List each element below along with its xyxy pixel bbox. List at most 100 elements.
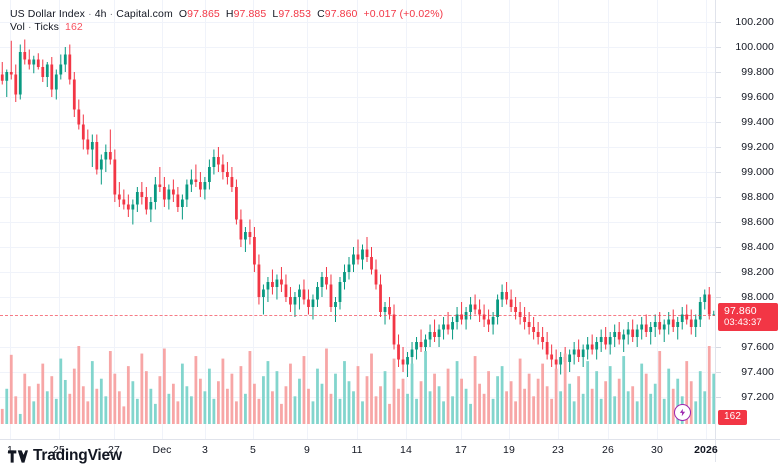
volume-bar	[559, 391, 563, 424]
volume-bar	[95, 388, 99, 424]
volume-bar	[685, 361, 689, 424]
candle-body	[271, 282, 274, 287]
volume-bar	[514, 401, 518, 424]
price-tick	[716, 72, 721, 73]
candle-body	[554, 359, 558, 365]
volume-bar	[469, 403, 472, 424]
candle-body	[158, 184, 162, 187]
gridline-vertical	[205, 0, 206, 439]
volume-bar	[27, 386, 31, 424]
candle-body	[680, 314, 684, 322]
candle-body	[95, 142, 99, 170]
volume-bar	[649, 393, 653, 424]
candle-body	[478, 309, 481, 315]
lightning-bolt-icon[interactable]	[674, 404, 691, 421]
current-price-badge[interactable]: 97.860 03:43:37	[718, 302, 778, 331]
volume-bar	[45, 391, 49, 424]
chart-canvas[interactable]	[0, 0, 716, 440]
candle-body	[81, 124, 85, 140]
candle-body	[626, 329, 630, 335]
candle-body	[203, 182, 207, 190]
volume-bar	[577, 376, 581, 424]
volume-bar	[239, 366, 243, 424]
candle-body	[595, 342, 599, 350]
volume-bar	[550, 398, 554, 424]
volume-bar	[226, 388, 229, 424]
volume-bar	[275, 371, 279, 424]
volume-bar	[581, 393, 585, 424]
candle-body	[77, 109, 81, 125]
gridline-vertical	[608, 0, 609, 439]
volume-bar	[122, 406, 126, 424]
volume-bar	[523, 388, 527, 424]
volume-bar	[194, 356, 198, 424]
candle-body	[617, 332, 621, 340]
gridline-vertical	[509, 0, 510, 439]
candle-body	[532, 327, 536, 332]
candle-body	[162, 187, 166, 200]
volume-value-badge[interactable]: 162	[718, 410, 747, 425]
volume-bar	[662, 398, 666, 424]
price-tick	[716, 372, 721, 373]
volume-bar	[590, 388, 594, 424]
volume-bar	[325, 348, 328, 424]
candle-body	[649, 327, 653, 332]
gridline-vertical	[59, 0, 60, 439]
candle-body	[500, 292, 504, 300]
candle-body	[541, 337, 545, 342]
gridline-vertical	[357, 0, 358, 439]
price-scale-axis[interactable]: 97.860 03:43:37 162 100.200 100.000 99.800…	[716, 0, 780, 440]
volume-bar	[244, 393, 247, 424]
candle-body	[451, 322, 454, 330]
volume-bar	[329, 393, 333, 424]
volume-bar	[23, 373, 27, 424]
candle-body	[568, 354, 572, 362]
volume-bar	[113, 373, 117, 424]
candle-body	[257, 264, 261, 297]
price-tick	[716, 247, 721, 248]
candle-body	[284, 284, 288, 297]
volume-bar	[144, 371, 148, 424]
candle-body	[388, 307, 391, 315]
candle-body	[334, 302, 337, 307]
candle-body	[266, 282, 270, 290]
volume-bar	[99, 378, 103, 424]
time-scale-axis[interactable]: 12527Dec359111417192326302026	[0, 440, 718, 462]
candle-body	[104, 152, 108, 160]
candle-body	[275, 279, 279, 287]
candle-body	[397, 344, 400, 360]
volume-bar	[108, 351, 112, 424]
candle-body	[509, 299, 513, 307]
volume-bar	[126, 366, 130, 424]
candle-body	[410, 349, 414, 357]
candle-body	[293, 297, 297, 305]
gridline-vertical	[307, 0, 308, 439]
candle-body	[491, 317, 495, 325]
volume-bar	[536, 378, 540, 424]
price-tick	[716, 122, 721, 123]
candle-body	[298, 289, 301, 297]
candle-body	[424, 339, 427, 347]
candle-body	[406, 357, 409, 365]
candle-body	[455, 314, 459, 322]
volume-bar	[9, 354, 13, 424]
tradingview-logo-icon	[8, 449, 28, 463]
volume-bar	[347, 381, 351, 424]
volume-bar	[388, 403, 391, 424]
candle-body	[221, 164, 225, 172]
candle-body	[167, 189, 171, 200]
price-axis-label: 100.000	[735, 41, 774, 53]
time-axis-label: 3	[202, 444, 208, 456]
gridline-vertical	[162, 0, 163, 439]
candle-body	[464, 312, 468, 320]
candle-body	[36, 59, 40, 67]
volume-bar	[572, 401, 576, 424]
gridline-vertical	[253, 0, 254, 439]
price-tick	[716, 22, 721, 23]
gridline-vertical	[10, 0, 11, 439]
time-axis-label: 17	[455, 444, 467, 456]
price-tick	[716, 272, 721, 273]
volume-bar	[217, 381, 220, 424]
candle-body	[153, 184, 157, 202]
